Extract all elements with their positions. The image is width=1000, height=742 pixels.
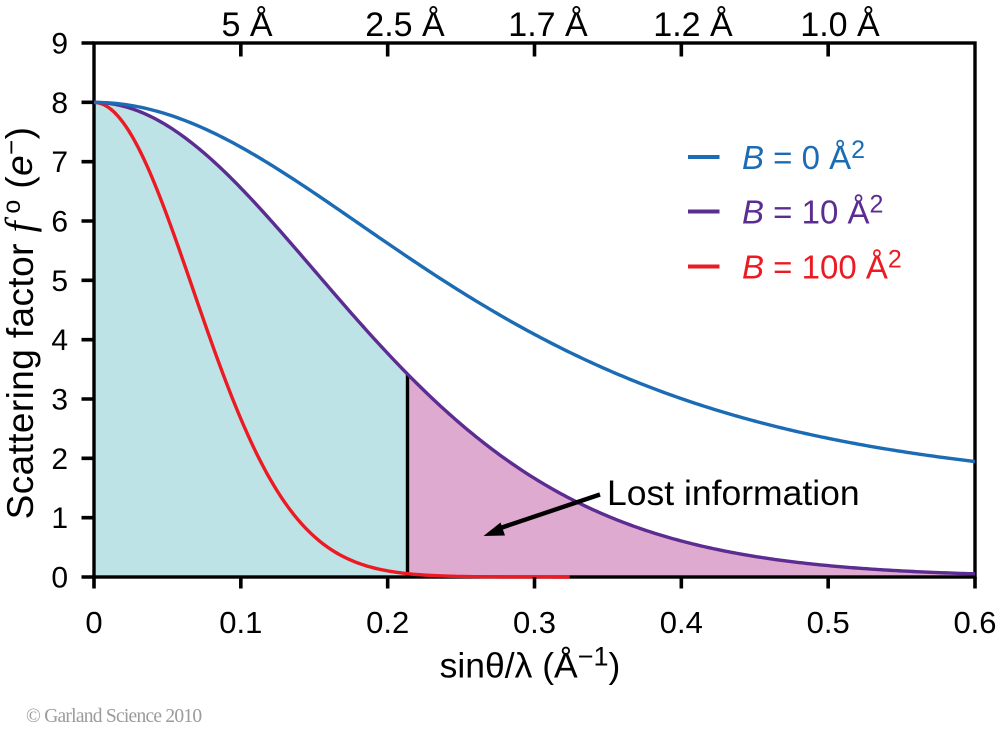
svg-text:B = 10 Å2: B = 10 Å2 — [742, 191, 883, 231]
svg-text:1.2 Å: 1.2 Å — [653, 6, 733, 44]
svg-text:B = 100 Å2: B = 100 Å2 — [742, 246, 902, 286]
svg-text:4: 4 — [51, 324, 68, 357]
svg-text:0.3: 0.3 — [513, 605, 556, 640]
svg-text:6: 6 — [51, 206, 68, 239]
svg-text:0.2: 0.2 — [366, 605, 409, 640]
svg-text:1: 1 — [51, 502, 68, 535]
svg-text:1.7 Å: 1.7 Å — [508, 6, 588, 44]
svg-text:0: 0 — [85, 605, 102, 640]
svg-text:© Garland Science 2010: © Garland Science 2010 — [26, 706, 201, 727]
svg-text:0.4: 0.4 — [660, 605, 703, 640]
svg-text:9: 9 — [51, 28, 68, 61]
svg-text:0: 0 — [51, 562, 68, 595]
svg-text:Lost information: Lost information — [607, 473, 860, 513]
svg-text:5: 5 — [51, 265, 68, 298]
svg-text:B = 0 Å2: B = 0 Å2 — [742, 136, 865, 176]
svg-text:3: 3 — [51, 384, 68, 417]
svg-text:2.5 Å: 2.5 Å — [365, 6, 445, 44]
svg-text:sinθ/λ (Å−1): sinθ/λ (Å−1) — [440, 642, 621, 686]
svg-text:5 Å: 5 Å — [221, 6, 272, 44]
svg-text:8: 8 — [51, 87, 68, 120]
svg-text:2: 2 — [51, 443, 68, 476]
svg-text:7: 7 — [51, 146, 68, 179]
svg-text:Scattering factor f o (e−): Scattering factor f o (e−) — [0, 127, 42, 520]
svg-text:1.0 Å: 1.0 Å — [800, 6, 880, 44]
svg-text:0.5: 0.5 — [807, 605, 850, 640]
svg-text:0.6: 0.6 — [953, 605, 996, 640]
svg-text:0.1: 0.1 — [219, 605, 262, 640]
